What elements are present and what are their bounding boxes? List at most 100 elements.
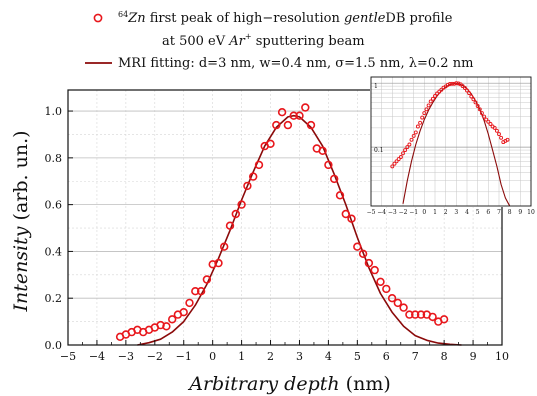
data-point: [428, 312, 437, 322]
data-point: [220, 242, 229, 251]
inset-data-point: [450, 81, 455, 86]
data-point: [370, 265, 379, 275]
data-point: [156, 320, 165, 330]
main-x-tick-label: −4: [89, 350, 105, 363]
legend-beam-ion: Ar: [228, 34, 245, 49]
data-point: [283, 120, 293, 130]
data-point: [411, 310, 420, 319]
inset-data-point: [390, 164, 395, 169]
inset-x-tick-label: −3: [388, 209, 397, 216]
inset-data-point: [433, 94, 437, 98]
main-x-tick-label: −2: [147, 350, 163, 363]
data-point: [405, 310, 414, 319]
inset-fit-curve: [402, 82, 511, 207]
legend-beam-b: sputtering beam: [252, 34, 365, 49]
data-point: [168, 315, 177, 324]
legend-beam-a: at 500 eV: [162, 34, 229, 49]
inset-data-point: [445, 82, 450, 87]
inset-x-tick-label: 0: [422, 209, 426, 216]
data-point: [249, 172, 258, 181]
inset-x-tick-label: 5: [476, 209, 480, 216]
inset-fit-line: [402, 82, 511, 207]
data-point: [191, 287, 200, 296]
inset-x-tick-label: −1: [409, 209, 418, 216]
main-y-tick-label: 0.0: [45, 339, 63, 352]
data-point: [237, 200, 246, 209]
inset-data-point: [422, 111, 427, 116]
data-point: [318, 146, 327, 156]
data-point: [277, 107, 287, 117]
y-axis-title-main: Intensity: [10, 226, 32, 312]
inset-data-point: [482, 114, 487, 119]
inset-data-point: [424, 107, 429, 112]
inset-gridlines: [371, 77, 531, 206]
main-x-tick-label: 10: [495, 350, 509, 363]
inset-x-tick-label: 4: [465, 209, 469, 216]
legend-entry-fit: MRI fitting: d=3 nm, w=0.4 nm, σ=1.5 nm,…: [118, 56, 473, 71]
inset-data-point: [465, 88, 469, 93]
inset-data-point: [415, 124, 420, 129]
inset-data-point: [469, 94, 474, 99]
inset-x-tick-label: 3: [454, 209, 458, 216]
legend: 64Zn first peak of high−resolution gentl…: [85, 10, 473, 71]
inset-data-point: [407, 142, 412, 147]
data-point: [353, 242, 362, 251]
data-point: [382, 284, 391, 294]
inset-data-point: [409, 137, 414, 142]
inset-data-point: [452, 81, 457, 86]
legend-entry-data: 64Zn first peak of high−resolution gentl…: [118, 10, 453, 26]
data-point: [416, 310, 426, 319]
inset-data-point: [413, 130, 418, 135]
inset-data-point: [405, 145, 410, 150]
inset-y-ticks: 0.11: [374, 83, 384, 154]
inset-data-point: [435, 91, 440, 96]
main-x-tick-label: 4: [325, 350, 332, 363]
data-point: [364, 258, 374, 268]
x-axis-title-main: Arbitrary depth: [187, 373, 339, 395]
data-point: [330, 174, 339, 184]
inset-data-point: [505, 137, 510, 142]
inset-data-point: [473, 100, 478, 105]
inset-data-point: [428, 99, 433, 104]
main-x-tick-label: 8: [441, 350, 448, 363]
data-point: [393, 298, 402, 308]
data-point: [335, 191, 345, 200]
inset-data-point: [477, 107, 482, 112]
main-x-tick-label: 9: [470, 350, 477, 363]
data-point: [272, 120, 281, 130]
inset-data-point: [467, 91, 472, 96]
inset-data-point: [394, 159, 399, 164]
main-y-tick-label: 0.4: [45, 245, 63, 258]
legend-entry-beam: at 500 eV Ar+ sputtering beam: [162, 32, 365, 49]
data-point: [347, 214, 356, 223]
data-point: [202, 275, 212, 284]
main-x-tick-label: −5: [60, 350, 76, 363]
data-point: [289, 111, 298, 120]
inset-x-tick-label: −2: [399, 209, 408, 216]
main-data-points: [115, 103, 449, 341]
inset-data-point: [475, 104, 480, 108]
inset-data-point: [486, 119, 491, 124]
inset-data-point: [418, 120, 423, 125]
inset-x-tick-label: −5: [367, 209, 376, 216]
legend-marker-data: [93, 13, 103, 23]
data-point: [196, 287, 206, 296]
x-axis-title-unit: (nm): [340, 373, 391, 395]
legend-isotope-mass: 64: [118, 10, 128, 19]
inset-x-tick-label: −4: [377, 209, 386, 216]
inset-x-tick-label: 9: [518, 209, 522, 216]
x-axis-title: Arbitrary depth (nm): [187, 373, 391, 395]
main-x-tick-label: 6: [383, 350, 390, 363]
inset-data-point: [447, 82, 452, 86]
inset-data-point: [460, 84, 465, 89]
main-x-ticks: −5 −4 −3 −2 −1 0 1 2 3 4 5 6 7 8 9 10: [60, 340, 509, 363]
main-x-tick-label: 5: [354, 350, 361, 363]
inset-data-point: [392, 161, 397, 166]
inset-x-ticks: −5 −4 −3 −2 −1 0 1 2 3 4 5 6 7 8 9 10: [367, 209, 535, 216]
data-point: [306, 120, 316, 130]
data-point: [185, 298, 194, 308]
data-point: [162, 322, 171, 331]
data-point: [254, 160, 264, 170]
inset-data-point: [420, 115, 425, 120]
